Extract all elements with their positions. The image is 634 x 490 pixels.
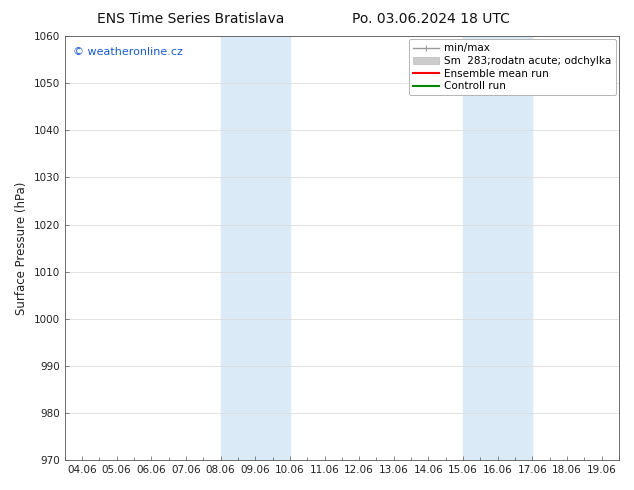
Y-axis label: Surface Pressure (hPa): Surface Pressure (hPa) (15, 181, 28, 315)
Legend: min/max, Sm  283;rodatn acute; odchylka, Ensemble mean run, Controll run: min/max, Sm 283;rodatn acute; odchylka, … (409, 39, 616, 96)
Text: ENS Time Series Bratislava: ENS Time Series Bratislava (96, 12, 284, 26)
Text: © weatheronline.cz: © weatheronline.cz (73, 47, 183, 57)
Bar (221, 36, 290, 460)
Text: Po. 03.06.2024 18 UTC: Po. 03.06.2024 18 UTC (352, 12, 510, 26)
Bar (463, 36, 533, 460)
